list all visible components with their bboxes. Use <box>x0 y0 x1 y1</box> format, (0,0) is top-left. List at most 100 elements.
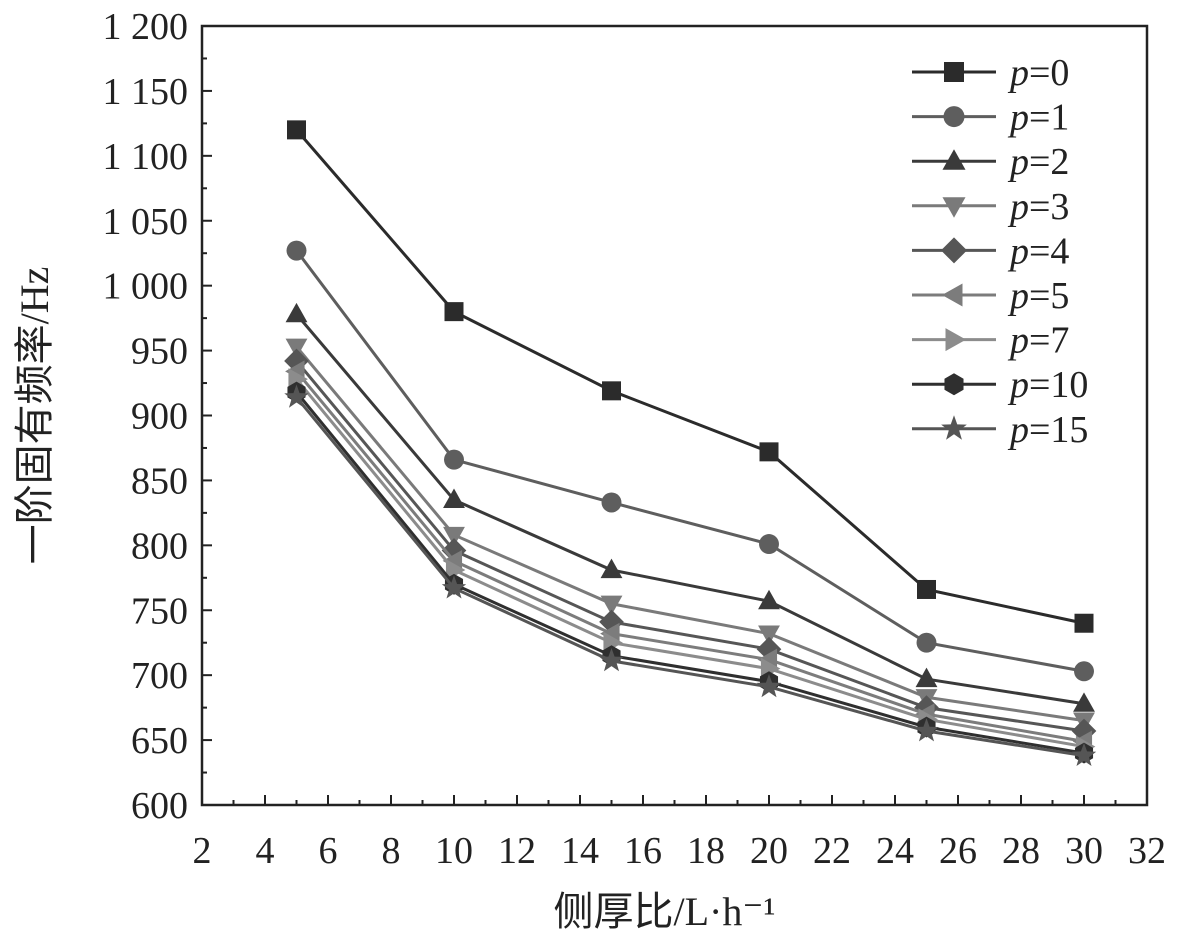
legend-marker <box>944 373 964 396</box>
y-tick-label: 1 150 <box>103 71 189 113</box>
data-point <box>444 449 464 470</box>
legend-item: p=4 <box>912 230 1069 272</box>
legend-marker <box>945 328 966 352</box>
data-point <box>445 559 466 581</box>
data-point <box>1071 742 1097 767</box>
y-tick-label: 1 200 <box>103 6 189 48</box>
legend-item: p=5 <box>912 275 1069 317</box>
data-point <box>443 488 465 508</box>
legend-marker <box>943 106 965 128</box>
y-tick-label: 650 <box>131 720 188 762</box>
legend-label: p=15 <box>1007 409 1088 451</box>
x-tick-label: 6 <box>319 830 338 872</box>
data-point <box>1074 661 1094 682</box>
y-axis-title: 一阶固有频率/Hz <box>12 267 57 565</box>
y-tick-label: 600 <box>131 785 188 827</box>
data-point <box>916 632 937 653</box>
data-point <box>917 579 936 599</box>
legend-label: p=0 <box>1007 52 1069 94</box>
y-tick-label: 1 050 <box>103 201 189 243</box>
data-point <box>602 381 621 401</box>
legend-marker <box>942 283 963 307</box>
y-tick-label: 950 <box>131 331 188 373</box>
series-4 <box>284 348 1097 744</box>
data-point <box>600 595 623 616</box>
x-tick-label: 10 <box>435 830 473 872</box>
legend-marker <box>942 149 966 170</box>
data-point <box>443 526 465 547</box>
data-point <box>599 648 624 672</box>
data-point <box>1071 718 1097 744</box>
x-tick-label: 8 <box>382 830 401 872</box>
data-point <box>287 120 306 140</box>
series-line <box>295 313 1085 706</box>
series-7 <box>287 381 1094 764</box>
y-tick-label: 700 <box>131 655 188 697</box>
x-tick-label: 4 <box>256 830 275 872</box>
y-tick-label: 900 <box>131 396 188 438</box>
legend-label: p=7 <box>1007 320 1069 362</box>
legend-marker <box>941 237 967 264</box>
series-2 <box>285 302 1095 712</box>
legend-label: p=10 <box>1007 364 1088 406</box>
x-tick-label: 32 <box>1128 830 1166 872</box>
x-tick-label: 28 <box>1002 830 1040 872</box>
data-point <box>914 718 939 742</box>
legend-label: p=3 <box>1007 186 1069 228</box>
series-3 <box>285 338 1095 733</box>
x-tick-label: 2 <box>193 830 212 872</box>
data-point <box>600 558 623 579</box>
legend-item: p=1 <box>912 97 1069 139</box>
data-point <box>441 575 467 599</box>
series-8 <box>284 384 1097 767</box>
data-point <box>601 492 622 513</box>
data-point <box>285 302 308 323</box>
x-tick-label: 26 <box>939 830 977 872</box>
series-line <box>295 391 1085 755</box>
legend-marker <box>942 197 966 218</box>
data-point <box>285 338 308 359</box>
y-tick-label: 1 100 <box>103 136 189 178</box>
x-tick-label: 12 <box>498 830 536 872</box>
x-tick-label: 20 <box>750 830 788 872</box>
x-tick-label: 22 <box>813 830 851 872</box>
x-tick-label: 16 <box>624 830 662 872</box>
x-tick-label: 30 <box>1065 830 1103 872</box>
y-tick-label: 1 000 <box>103 266 189 308</box>
legend-label: p=5 <box>1007 275 1069 317</box>
legend-item: p=7 <box>912 320 1069 362</box>
series-1 <box>286 240 1094 682</box>
legend-item: p=0 <box>912 52 1069 94</box>
series-0 <box>287 120 1094 633</box>
legend-item: p=10 <box>912 364 1088 406</box>
y-tick-label: 750 <box>131 590 188 632</box>
series-line <box>295 370 1085 743</box>
data-point <box>758 625 780 646</box>
data-point <box>759 442 779 462</box>
legend-label: p=4 <box>1007 230 1069 272</box>
data-point <box>286 240 307 261</box>
legend-label: p=2 <box>1007 141 1069 183</box>
data-point <box>915 667 938 688</box>
y-tick-label: 850 <box>131 460 188 502</box>
data-point <box>759 534 779 555</box>
series-line <box>295 378 1085 749</box>
x-axis-title: 侧厚比/L·h⁻¹ <box>554 889 776 934</box>
data-point <box>1074 613 1094 633</box>
x-tick-label: 24 <box>876 830 914 872</box>
series-line <box>295 128 1085 625</box>
series-line <box>295 249 1085 673</box>
legend-item: p=3 <box>912 186 1069 228</box>
x-tick-label: 14 <box>561 830 599 872</box>
legend-label: p=1 <box>1007 97 1069 139</box>
legend-marker <box>944 62 964 82</box>
data-point <box>758 589 780 610</box>
series-6 <box>288 368 1096 758</box>
legend-marker <box>941 415 967 440</box>
series-line <box>295 396 1085 758</box>
x-tick-label: 18 <box>687 830 725 872</box>
data-point <box>284 384 309 408</box>
data-point <box>1073 692 1095 712</box>
